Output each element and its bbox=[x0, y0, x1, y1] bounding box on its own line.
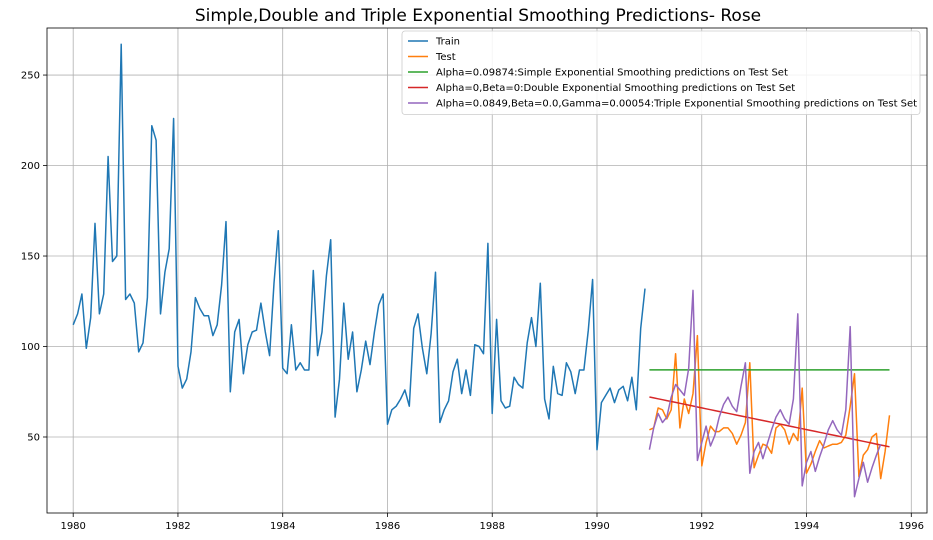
plot-frame bbox=[46, 27, 928, 514]
series-lines bbox=[72, 43, 891, 498]
legend: Train Test Alpha=0.09874:Simple Exponentia… bbox=[401, 30, 921, 115]
legend-label: Test bbox=[435, 52, 456, 63]
x-tick-label: 1996 bbox=[899, 521, 924, 532]
series-line-0 bbox=[72, 43, 646, 451]
series-line-1 bbox=[649, 334, 891, 480]
axis-ticks: 1980 1982 1984 1986 1988 1990 1992 1994 1996 50 10… bbox=[21, 71, 924, 532]
legend-label: Alpha=0.0849,Beta=0.0,Gamma=0.00054:Trip… bbox=[436, 99, 917, 110]
x-tick-label: 1982 bbox=[165, 521, 190, 532]
y-tick-label: 150 bbox=[21, 252, 40, 263]
x-tick-label: 1992 bbox=[689, 521, 714, 532]
y-tick-label: 250 bbox=[21, 71, 40, 82]
legend-label: Alpha=0,Beta=0:Double Exponential Smooth… bbox=[436, 83, 795, 94]
x-tick-label: 1980 bbox=[60, 521, 85, 532]
x-tick-label: 1994 bbox=[794, 521, 819, 532]
x-tick-label: 1984 bbox=[270, 521, 295, 532]
y-tick-label: 50 bbox=[27, 432, 40, 443]
y-tick-label: 100 bbox=[21, 342, 40, 353]
y-tick-label: 200 bbox=[21, 161, 40, 172]
x-tick-label: 1986 bbox=[375, 521, 400, 532]
x-tick-label: 1988 bbox=[480, 521, 505, 532]
series-line-3 bbox=[649, 396, 890, 448]
chart-title: Simple,Double and Triple Exponential Smo… bbox=[195, 6, 761, 26]
legend-label: Train bbox=[435, 37, 460, 48]
x-tick-label: 1990 bbox=[584, 521, 609, 532]
series-line-4 bbox=[648, 289, 882, 498]
legend-label: Alpha=0.09874:Simple Exponential Smoothi… bbox=[436, 68, 788, 79]
legend-box bbox=[401, 30, 921, 115]
